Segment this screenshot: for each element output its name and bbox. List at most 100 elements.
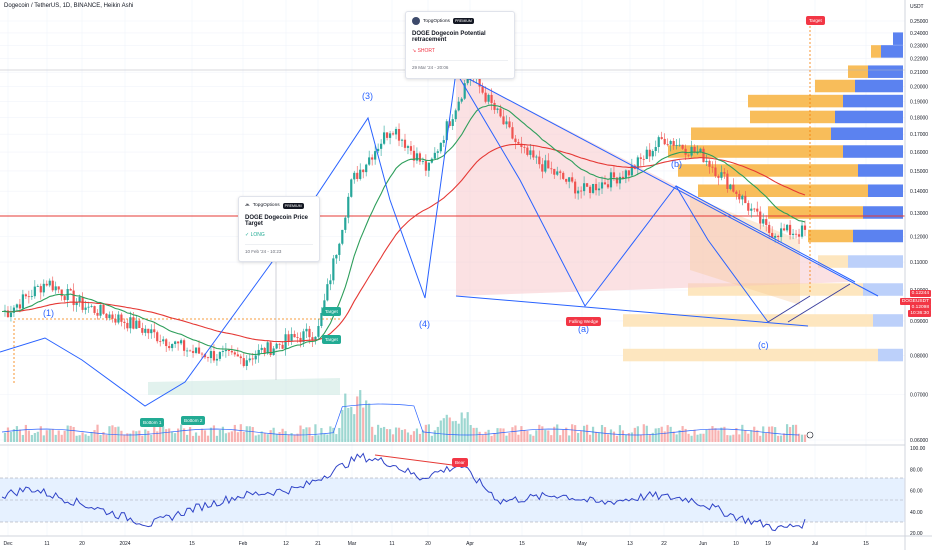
volume-bar — [687, 433, 690, 442]
volume-bar — [197, 435, 201, 442]
time-tick-label: 15 — [189, 541, 195, 547]
time-tick-label: Dec — [4, 541, 13, 547]
volume-bar — [388, 429, 392, 442]
candle-body — [108, 314, 111, 319]
volume-bar — [266, 434, 269, 442]
time-tick-label: Feb — [239, 541, 248, 547]
candle-body — [618, 176, 622, 184]
volume-bar — [180, 424, 183, 442]
ema-slow-line — [1, 143, 806, 343]
candle-body — [765, 219, 768, 225]
premium-badge: PREMIUM — [452, 18, 474, 24]
target-tag-top[interactable]: Target — [806, 16, 825, 25]
candle-body — [454, 110, 457, 120]
price-tick-label: 0.07000 — [910, 393, 928, 399]
falling-wedge-tag[interactable]: Falling Wedge — [566, 317, 602, 326]
volume-bar — [99, 435, 102, 442]
rsi-tick-label: 100.00 — [910, 446, 926, 452]
time-tick-label: 20 — [425, 541, 431, 547]
price-tick-label: 0.17000 — [910, 132, 928, 138]
candle-body — [768, 224, 771, 233]
volume-bar — [245, 426, 248, 442]
candle-body — [168, 346, 171, 349]
volume-bar — [311, 435, 314, 442]
candle-body — [577, 190, 580, 194]
candle-body — [365, 164, 368, 173]
volume-profile-row-sell — [688, 283, 863, 296]
candle-body — [329, 280, 332, 285]
symbol-header[interactable]: Dogecoin / TetherUS, 1D, BINANCE, Heikin… — [4, 3, 134, 9]
volume-bar — [344, 393, 347, 442]
idea-card-short[interactable]: TopgOptions PREMIUM DOGE Dogecoin Potent… — [405, 11, 515, 79]
currency-label: USDT — [910, 4, 924, 10]
volume-bar — [753, 426, 756, 442]
volume-bar — [147, 430, 150, 442]
candle-body — [63, 296, 66, 301]
volume-bar — [785, 424, 789, 442]
candle-body — [230, 350, 233, 353]
candle-body — [317, 326, 320, 337]
candle-body — [218, 352, 222, 359]
volume-bar — [162, 426, 165, 442]
volume-bar — [3, 432, 7, 442]
volume-profile-row — [848, 255, 903, 268]
volume-bar — [735, 428, 738, 442]
candle-body — [51, 280, 54, 291]
time-axis[interactable]: Dec 11 20 2024 15 Feb 12 21 Mar 11 20 Apr 15 May 13 22 J… — [4, 541, 869, 547]
volume-bar — [296, 433, 299, 442]
volume-bar — [442, 418, 445, 442]
time-tick-label: 11 — [389, 541, 394, 547]
price-tick-label: 0.11000 — [910, 260, 928, 266]
volume-profile-row-sell — [623, 348, 878, 362]
volume-bar — [508, 432, 511, 442]
volume-bar — [565, 427, 568, 442]
bottom-2-tag[interactable]: Bottom 2 — [181, 416, 206, 425]
candle-body — [723, 172, 726, 174]
volume-profile-row-sell — [768, 206, 863, 219]
candle-body — [481, 86, 484, 93]
volume-bar — [499, 428, 502, 442]
target-tag-1[interactable]: Target — [322, 307, 341, 316]
volume-bar — [484, 431, 487, 442]
candles — [3, 71, 807, 371]
volume-bar — [224, 433, 227, 442]
candle-body — [227, 349, 230, 351]
candle-body — [99, 304, 102, 316]
candle-body — [550, 168, 553, 170]
volume-bar — [699, 433, 702, 442]
candle-body — [344, 217, 347, 230]
idea-card-long[interactable]: ⩕ TopgOptions PREMIUM DOGE Dogecoin Pric… — [238, 196, 320, 262]
target-tag-2[interactable]: Target — [322, 335, 341, 344]
volume-bar — [72, 426, 75, 442]
projection-arrows — [767, 283, 851, 323]
wave-label-a: (a) — [578, 324, 589, 334]
candle-body — [762, 219, 765, 224]
volume-bar — [559, 435, 562, 442]
candle-body — [735, 191, 738, 194]
candle-body — [642, 158, 645, 160]
volume-profile-row-sell — [750, 110, 835, 124]
bottom-1-tag[interactable]: Bottom 1 — [140, 418, 165, 427]
volume-profile-row — [858, 164, 903, 177]
dividend-icon[interactable] — [806, 431, 814, 439]
rsi-divergence-line — [374, 454, 461, 467]
time-tick-label: May — [577, 541, 587, 547]
volume-bar — [451, 421, 454, 442]
rsi-axis[interactable]: 100.00 80.00 60.00 40.00 20.00 — [910, 446, 926, 537]
volume-bar — [6, 427, 10, 442]
candle-body — [684, 148, 687, 155]
candle-body — [141, 327, 144, 333]
volume-bar — [182, 428, 186, 442]
candle-body — [729, 184, 732, 189]
price-tick-label: 0.21000 — [910, 70, 928, 76]
candle-body — [400, 139, 404, 141]
volume-bar — [185, 434, 189, 442]
volume-bar — [200, 428, 204, 442]
candle-body — [738, 193, 741, 200]
bear-tag[interactable]: Bear — [452, 458, 468, 467]
price-tick-label: 0.15000 — [910, 169, 928, 175]
candle-body — [490, 94, 493, 103]
volume-bar — [493, 433, 496, 442]
volume-bar — [708, 428, 711, 442]
